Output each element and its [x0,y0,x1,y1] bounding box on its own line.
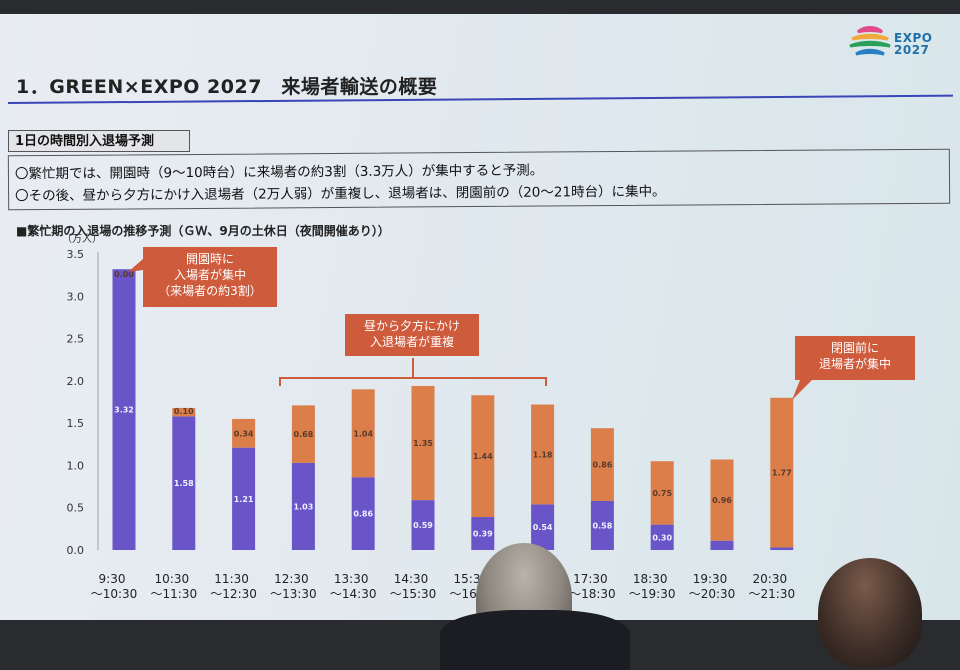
data-label: 0.75 [652,489,672,498]
bar-segment-inbound [531,504,555,550]
annotation-text: 退場者が集中 [819,356,891,371]
x-tick-label: 17:30 [573,572,608,586]
expo-logo-text: EXPO 2027 [894,32,932,56]
annotation-text: 昼から夕方にかけ [364,318,460,333]
bar-segment-inbound [710,540,734,550]
data-label: 1.03 [294,502,314,511]
x-tick-label: 20:30 [753,572,788,586]
annotation-callout [795,336,915,380]
y-tick-label: 2.0 [67,375,85,388]
x-tick-label: 18:30 [633,572,668,586]
data-label: 0.00 [114,270,134,279]
audience-head-right [818,558,922,668]
data-label: 0.86 [593,461,613,470]
x-tick-label: 13:30 [334,572,369,586]
audience-shoulder-left [440,610,630,670]
data-label: 0.34 [234,429,254,438]
annotation-pointer [792,380,812,400]
expo-logo: EXPO 2027 [846,24,946,70]
x-tick-label: 12:30 [274,572,309,586]
data-label: 0.68 [294,430,314,439]
annotation-text: 閉園前に [831,340,879,355]
x-tick-label: ～11:30 [151,587,198,601]
bar-segment-outbound [232,418,256,448]
x-tick-label: ～19:30 [629,587,676,601]
bar-segment-outbound [770,397,794,548]
data-label: 1.21 [234,495,254,504]
annotation-text: 開園時に [186,252,234,266]
data-label: 0.10 [174,407,194,416]
logo-line-1: EXPO [894,31,933,45]
bar-segment-outbound [590,428,614,501]
x-tick-label: ～13:30 [270,587,317,601]
y-tick-label: 2.5 [67,333,85,346]
bar-segment-inbound [770,547,794,550]
data-label: 0.59 [413,521,433,530]
data-label: 1.58 [174,479,194,488]
bar-segment-outbound [710,459,734,541]
annotation-callout [345,314,479,356]
bar-segment-inbound [172,416,196,550]
x-tick-label: ～20:30 [689,587,736,601]
annotation-callout [143,247,277,307]
data-label: 0.96 [712,496,732,505]
bar-segment-inbound [650,524,674,550]
annotation-text: 入退場者が重複 [370,334,454,349]
data-label: 1.35 [413,439,433,448]
x-tick-label: ～18:30 [569,587,616,601]
y-tick-label: 0.5 [67,502,85,515]
data-label: 1.18 [533,450,553,459]
bar-segment-outbound [531,404,555,505]
x-tick-label: 14:30 [394,572,429,586]
x-tick-label: 10:30 [155,572,190,586]
annotation-pointer [128,259,143,272]
bar-segment-outbound [471,395,495,518]
bar-segment-inbound [232,447,256,550]
bar-segment-outbound [411,385,435,501]
bar-segment-outbound [172,407,196,417]
y-tick-label: 1.5 [67,417,85,430]
data-label: 3.32 [114,406,134,415]
x-tick-label: ～21:30 [749,587,796,601]
annotation-text: 入場者が集中 [174,267,246,282]
data-label: 1.44 [473,452,493,461]
x-tick-label: ～10:30 [91,587,138,601]
y-tick-label: 3.5 [67,248,85,261]
stacked-bar-chart: （万人） 0.0 0.5 1.0 1.5 2.0 2.5 3.0 3.5 3.32 0.00 9:30… [62,233,915,601]
bar-segment-outbound [351,389,375,478]
data-label: 0.30 [652,533,672,542]
x-tick-label: ～14:30 [330,587,377,601]
logo-line-2: 2027 [894,43,930,57]
data-label: 0.58 [593,521,613,530]
section-label: 1日の時間別入退場予測 [8,130,190,152]
annotation-bracket [279,358,547,386]
bar-segment-outbound [650,461,674,525]
y-axis-unit: （万人） [62,233,102,245]
bar-segment-inbound [411,500,435,550]
x-tick-label: 11:30 [214,572,249,586]
bar-segment-outbound [291,405,315,463]
data-label: 1.04 [353,429,373,438]
slide-title: 1．GREEN×EXPO 2027 来場者輸送の概要 [16,76,438,98]
x-tick-label: 19:30 [693,572,728,586]
y-tick-label: 0.0 [67,544,85,557]
chart-heading: ■繁忙期の入退場の推移予測（ＧＷ、9月の土休日（夜間開催あり）） [16,224,390,238]
bar-segment-inbound [291,462,315,550]
expo-logo-mark-icon [849,26,891,56]
bar-segment-inbound [112,269,136,550]
data-label: 0.54 [533,523,553,532]
x-tick-label: ～12:30 [210,587,257,601]
y-tick-label: 3.0 [67,290,85,303]
presentation-screen: EXPO 2027 1．GREEN×EXPO 2027 来場者輸送の概要 1日の… [0,14,960,620]
bar-segment-inbound [471,517,495,550]
data-label: 1.77 [772,469,792,478]
y-tick-label: 1.0 [67,459,85,472]
data-label: 0.86 [353,510,373,519]
bar-segment-inbound [590,500,614,550]
x-tick-label: 9:30 [99,572,126,586]
data-label: 0.39 [473,530,493,539]
x-tick-label: ～15:30 [390,587,437,601]
annotation-text: （来場者の約3割） [158,283,262,298]
bar-segment-inbound [351,477,375,550]
